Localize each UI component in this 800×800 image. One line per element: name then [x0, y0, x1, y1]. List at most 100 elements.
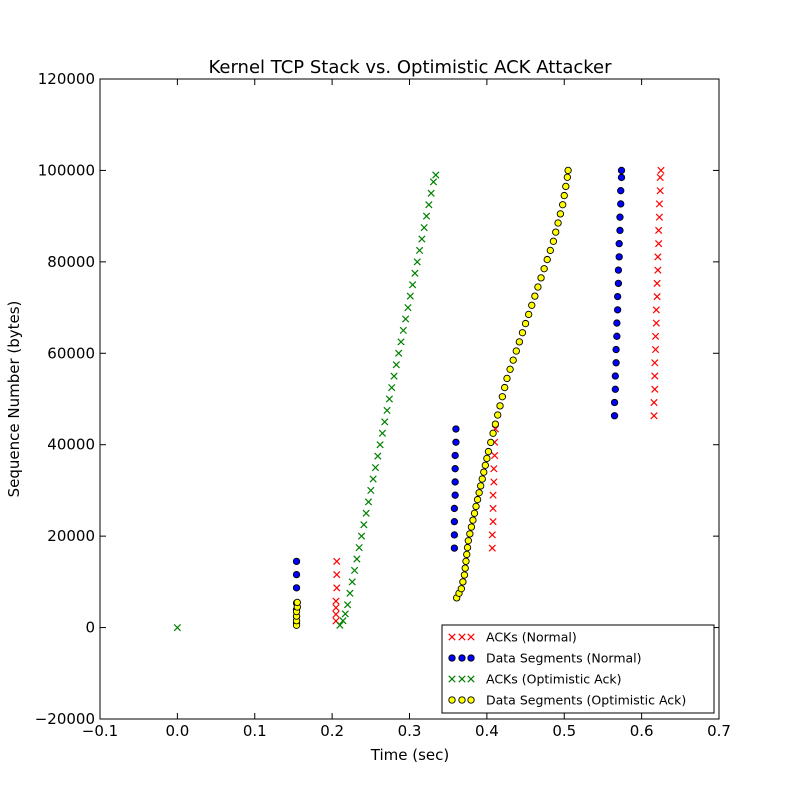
- series-3: [292, 166, 572, 629]
- legend-marker: [458, 633, 466, 641]
- x-tick-label: 0.6: [630, 722, 654, 740]
- data-point-stroke-b: [651, 332, 660, 340]
- data-point-stroke-b: [348, 578, 356, 586]
- data-point: [488, 544, 496, 552]
- data-point: [655, 200, 664, 208]
- data-point: [490, 478, 498, 486]
- data-point: [388, 383, 396, 392]
- data-point: [554, 219, 562, 227]
- data-point-stroke-b: [360, 521, 368, 529]
- data-point: [451, 451, 459, 460]
- data-point: [390, 372, 398, 380]
- data-point: [469, 516, 477, 524]
- data-point: [332, 604, 340, 612]
- data-point: [477, 482, 485, 490]
- data-point-stroke-b: [374, 452, 382, 460]
- x-tick-label: 0.3: [398, 722, 422, 740]
- data-point: [418, 235, 426, 243]
- data-point-stroke-b: [656, 173, 664, 182]
- data-point-stroke-b: [346, 589, 354, 597]
- data-point: [615, 239, 623, 248]
- data-point: [556, 210, 565, 218]
- data-point: [464, 537, 472, 545]
- data-point: [610, 412, 619, 420]
- y-tick-label: 120000: [38, 70, 95, 88]
- data-point: [531, 292, 539, 300]
- data-point-stroke-b: [371, 463, 380, 472]
- data-point: [563, 173, 571, 181]
- data-point-stroke-b: [652, 306, 660, 314]
- data-point: [616, 213, 624, 221]
- data-point: [512, 347, 520, 355]
- data-point: [617, 200, 625, 208]
- data-point: [461, 564, 469, 572]
- data-point: [378, 429, 387, 437]
- data-point-stroke-b: [653, 292, 661, 301]
- data-point: [528, 301, 536, 309]
- data-point: [463, 543, 472, 552]
- data-point-stroke-b: [650, 412, 658, 420]
- data-point: [357, 532, 366, 540]
- data-point-stroke-b: [655, 226, 663, 235]
- data-point: [472, 502, 480, 511]
- data-point: [371, 463, 380, 472]
- data-point-stroke-b: [364, 498, 373, 506]
- legend-marker: [448, 696, 456, 704]
- data-point: [614, 266, 623, 274]
- data-point: [383, 406, 391, 415]
- data-point-stroke-b: [332, 617, 340, 625]
- data-point: [404, 303, 412, 312]
- data-point: [559, 201, 567, 209]
- data-point: [420, 223, 428, 232]
- data-point: [651, 345, 660, 354]
- data-point: [475, 489, 483, 497]
- data-point-stroke-b: [490, 451, 499, 460]
- data-point-stroke-b: [490, 478, 498, 486]
- data-point-stroke-b: [357, 532, 366, 540]
- data-point: [655, 213, 664, 221]
- data-point: [432, 171, 440, 179]
- data-point: [612, 359, 620, 367]
- data-point-stroke-b: [333, 570, 341, 579]
- legend-label: Data Segments (Optimistic Ack): [486, 693, 686, 708]
- data-point-stroke-b: [425, 201, 433, 209]
- data-point-stroke-b: [489, 504, 497, 513]
- data-point: [341, 610, 349, 618]
- data-point: [490, 451, 499, 460]
- data-point: [487, 438, 495, 447]
- data-point: [549, 237, 558, 245]
- data-point: [332, 610, 340, 618]
- data-points-layer: [173, 166, 665, 632]
- data-point: [655, 226, 663, 235]
- data-point: [654, 253, 662, 261]
- data-point: [651, 359, 659, 367]
- axis-ticks-layer: −0.1 0.0 0.1 0.2 0.3 0.4 0.5 0.6 0.7 −20000 0 20000…: [35, 70, 731, 740]
- x-tick-label: 0.5: [552, 722, 576, 740]
- legend-marker-stroke-b: [458, 633, 466, 641]
- data-point-stroke-b: [654, 266, 662, 274]
- data-point: [459, 578, 467, 586]
- data-point: [525, 310, 533, 319]
- data-point: [564, 166, 572, 175]
- data-point: [473, 495, 482, 504]
- data-point: [462, 557, 470, 565]
- data-point-stroke-b: [397, 338, 405, 346]
- data-point: [450, 544, 459, 552]
- data-point: [364, 498, 373, 506]
- data-point: [381, 418, 389, 426]
- data-point-stroke-b: [381, 418, 389, 426]
- data-point-stroke-b: [655, 213, 664, 221]
- data-point: [650, 412, 658, 420]
- data-point: [651, 385, 659, 393]
- legend-marker: [458, 696, 466, 704]
- data-point: [656, 173, 664, 182]
- data-point-stroke-b: [332, 604, 340, 612]
- data-point: [478, 475, 486, 483]
- data-point: [488, 531, 496, 539]
- data-point: [560, 191, 568, 200]
- data-point: [457, 585, 465, 593]
- data-point: [460, 571, 469, 579]
- data-point: [498, 393, 506, 401]
- legend-marker-stroke-b: [467, 633, 475, 641]
